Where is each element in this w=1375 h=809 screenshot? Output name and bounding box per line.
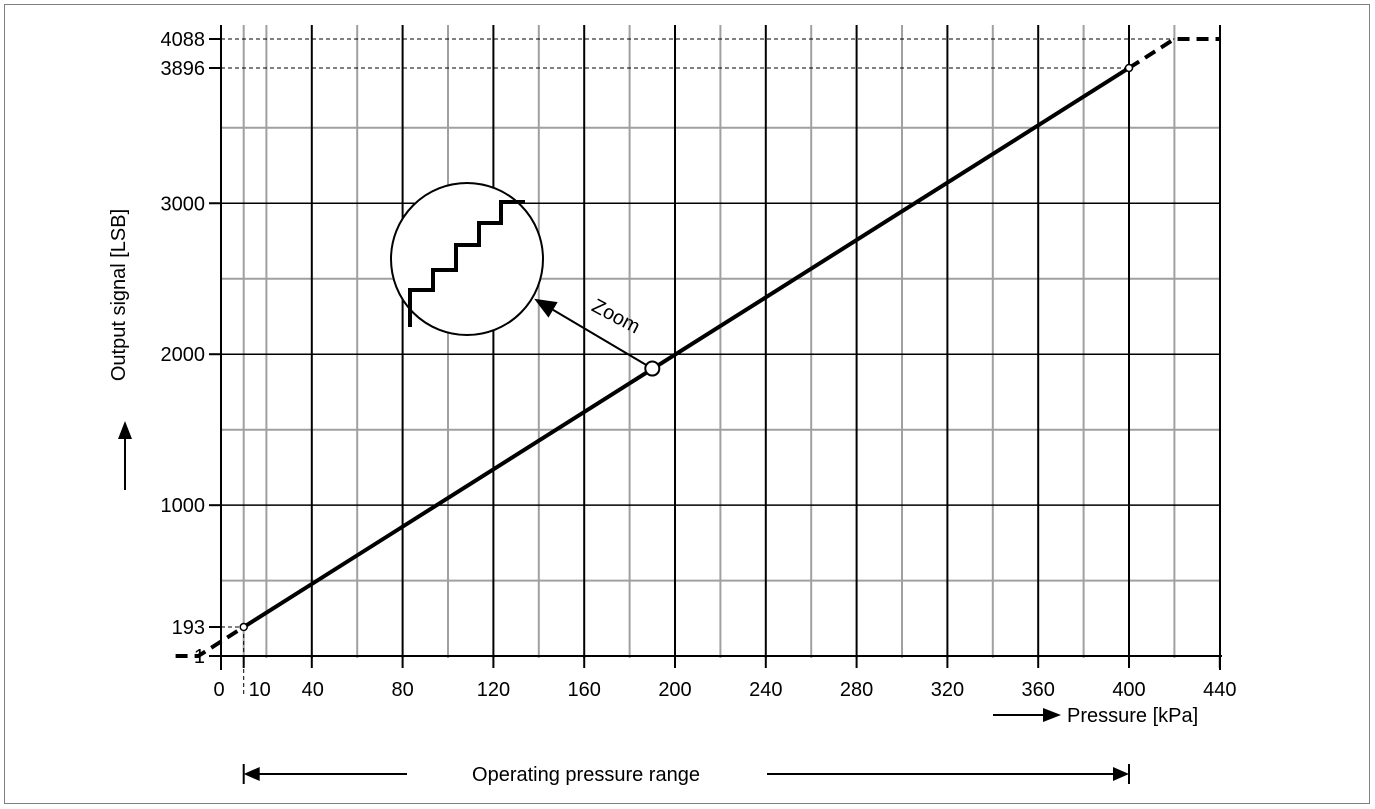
y-tick-label-3896: 3896 — [161, 58, 206, 80]
x-tick-label-320: 320 — [931, 679, 964, 701]
zoom-inset-circle — [390, 182, 544, 336]
zoom-label: Zoom — [588, 295, 643, 338]
x-tick-label-80: 80 — [391, 679, 413, 701]
pressure-output-chart: 0 10 40 80 120 160 200 240 280 320 360 400 440 1 193 10… — [108, 25, 1236, 786]
reference-lines — [221, 38, 1175, 694]
markers — [239, 63, 1134, 632]
x-tick-label-280: 280 — [840, 679, 873, 701]
x-tick-label-120: 120 — [477, 679, 510, 701]
zoom-inset — [390, 182, 660, 374]
x-axis-label-arrow-head — [1043, 708, 1061, 722]
x-tick-label-40: 40 — [302, 679, 324, 701]
series — [175, 37, 1220, 658]
x-tick-label-160: 160 — [568, 679, 601, 701]
y-tick-label-1: 1 — [194, 646, 205, 668]
series-line-0 — [242, 66, 1131, 629]
x-tick-label-10: 10 — [249, 679, 271, 701]
axes — [209, 25, 1222, 670]
y-axis-label: Output signal [LSB] — [108, 209, 130, 381]
zoom-arrow-head — [534, 298, 558, 318]
y-tick-label-1000: 1000 — [161, 495, 206, 517]
x-tick-label-400: 400 — [1112, 679, 1145, 701]
x-axis-label: Pressure [kPa] — [1067, 705, 1198, 727]
x-tick-label-360: 360 — [1022, 679, 1055, 701]
range-arrow-left — [243, 767, 260, 781]
series-line-2 — [1127, 37, 1220, 70]
data-marker-2 — [1124, 63, 1134, 73]
data-marker-1 — [644, 360, 661, 377]
x-tick-label-200: 200 — [658, 679, 691, 701]
x-tick-label-240: 240 — [749, 679, 782, 701]
grid — [221, 25, 1220, 658]
zoom-arrow-line — [552, 309, 660, 374]
y-axis-label-arrow-head — [118, 421, 132, 439]
labels: 0 10 40 80 120 160 200 240 280 320 360 400 440 1 193 10… — [118, 29, 1236, 784]
zoom-staircase — [408, 200, 525, 327]
y-tick-label-3000: 3000 — [161, 193, 206, 215]
x-tick-label-440: 440 — [1203, 679, 1236, 701]
y-tick-label-2000: 2000 — [161, 344, 206, 366]
chart-frame: 0 10 40 80 120 160 200 240 280 320 360 400 440 1 193 10… — [4, 4, 1370, 804]
series-line-1 — [175, 625, 245, 658]
y-tick-label-193: 193 — [172, 617, 205, 639]
operating-range-label: Operating pressure range — [472, 764, 700, 786]
data-marker-0 — [239, 622, 248, 632]
x-tick-label-0: 0 — [213, 679, 224, 701]
y-tick-label-4088: 4088 — [161, 29, 206, 51]
range-arrow-right — [1113, 767, 1129, 781]
